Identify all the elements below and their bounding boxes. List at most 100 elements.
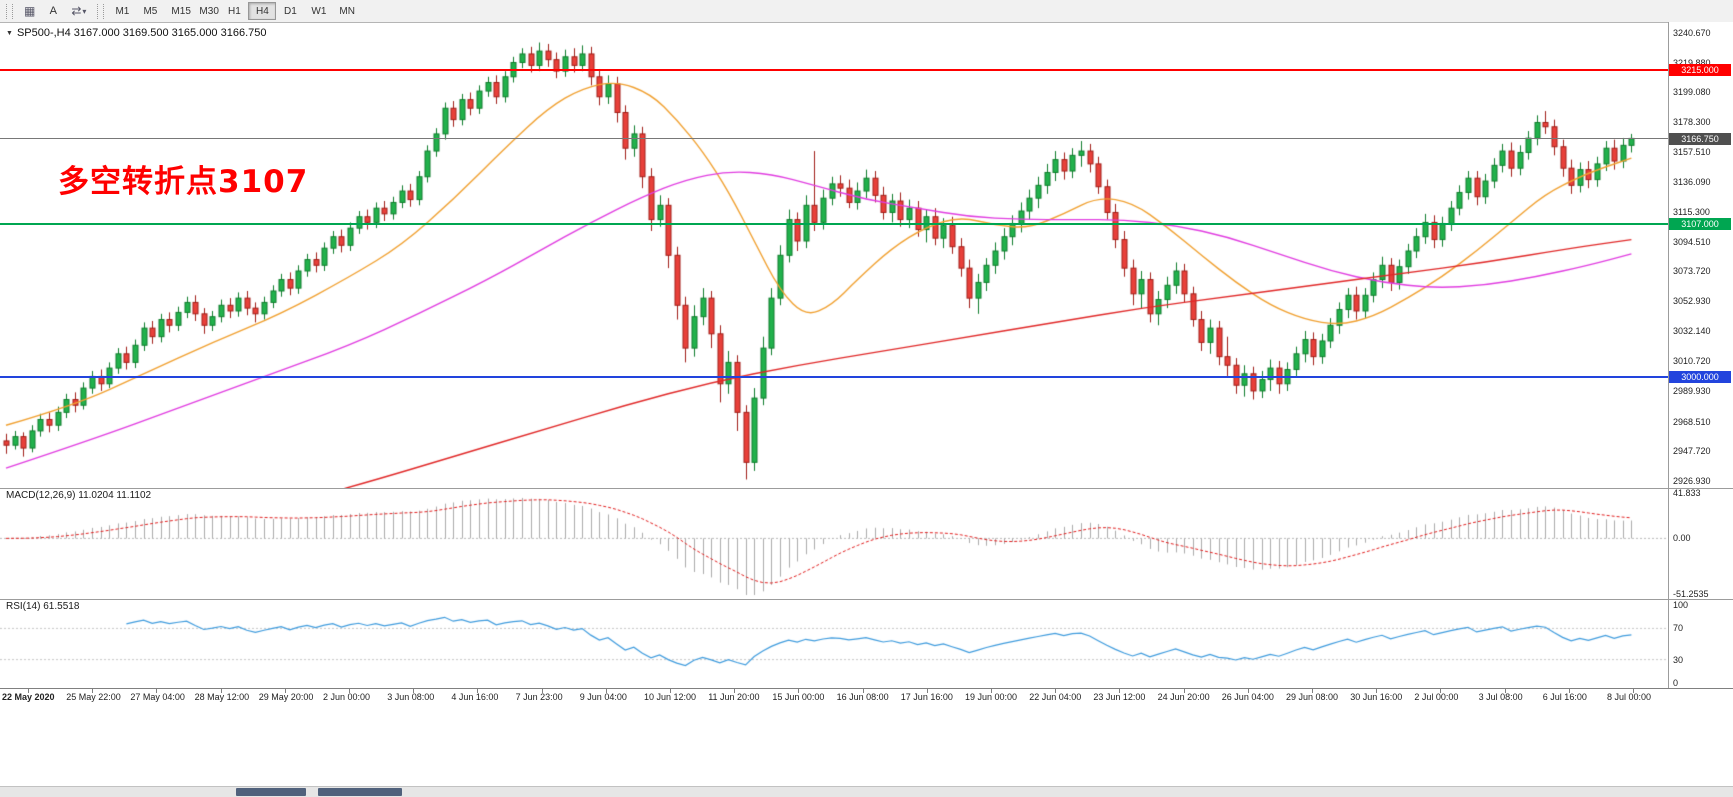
price-axis-label: 3199.080 — [1673, 87, 1711, 98]
time-axis-label: 17 Jun 16:00 — [900, 692, 953, 702]
time-axis-label: 6 Jul 16:00 — [1542, 692, 1587, 702]
level-price-tag-3166.750: 3166.750 — [1669, 132, 1731, 145]
time-axis-label: 3 Jun 08:00 — [387, 692, 435, 702]
price-axis-label: 3240.670 — [1673, 28, 1711, 38]
time-axis-label: 16 Jun 08:00 — [836, 692, 889, 702]
price-axis-label: 3115.300 — [1673, 207, 1710, 218]
timeframe-buttons: M1 M5 M15 M30 H1 H4 D1 W1 MN — [108, 2, 360, 20]
text-tool-label: A — [49, 5, 58, 17]
time-axis-tick — [28, 689, 29, 693]
level-line-3215.000[interactable] — [0, 68, 1668, 71]
charts-grid-button[interactable]: ▦ — [17, 2, 42, 20]
time-axis-tick — [1440, 689, 1442, 693]
time-axis-label: 23 Jun 12:00 — [1093, 692, 1146, 702]
text-tool-button[interactable]: A — [42, 2, 64, 20]
timeframe-h4-button[interactable]: H4 — [248, 2, 277, 20]
time-axis-tick — [92, 689, 94, 693]
panel-separator-rsi[interactable] — [0, 599, 1733, 600]
rsi-panel-canvas — [0, 599, 1668, 688]
timeframe-m30-button[interactable]: M30 — [192, 2, 220, 20]
level-price-tag-3215.000: 3215.000 — [1669, 63, 1731, 76]
price-axis-label: 3010.720 — [1673, 356, 1711, 367]
panel-separator-macd[interactable] — [0, 488, 1733, 489]
toolbar-grip-2[interactable] — [97, 3, 105, 19]
symbol-ohlc-text: SP500-,H4 3167.000 3169.500 3165.000 316… — [16, 27, 267, 39]
bottom-strip — [0, 786, 1733, 797]
time-axis-tick — [349, 689, 350, 693]
bar-shift-button[interactable]: ⇄ ▾ — [64, 2, 93, 20]
time-axis-label: 22 Jun 04:00 — [1029, 692, 1082, 702]
level-price-tag-3000.000: 3000.000 — [1669, 370, 1731, 383]
time-axis-tick — [413, 689, 415, 693]
bottom-tab-1[interactable] — [236, 788, 306, 796]
symbol-ohlc-line: ▼ SP500-,H4 3167.000 3169.500 3165.000 3… — [6, 27, 267, 39]
time-axis-tick — [284, 689, 286, 693]
level-line-3000.000[interactable] — [0, 375, 1668, 378]
macd-panel-canvas — [0, 488, 1668, 599]
price-axis-label: 2947.720 — [1673, 446, 1711, 457]
macd-axis-label: 41.833 — [1673, 488, 1701, 498]
time-axis-border — [0, 688, 1733, 689]
time-axis-label: 4 Jun 16:00 — [451, 692, 499, 702]
time-axis-label: 28 May 12:00 — [194, 692, 250, 702]
time-axis-tick — [1376, 689, 1378, 693]
price-chart-canvas[interactable] — [0, 22, 1668, 488]
timeframe-m5-button[interactable]: M5 — [136, 2, 164, 20]
macd-axis-label: 0.00 — [1673, 533, 1691, 544]
time-axis-tick — [670, 689, 671, 693]
price-axis-label: 3094.510 — [1673, 236, 1711, 247]
time-axis-tick — [862, 689, 864, 693]
level-price-tag-3107.000: 3107.000 — [1669, 217, 1731, 230]
timeframe-m1-button[interactable]: M1 — [108, 2, 136, 20]
timeframe-mn-button[interactable]: MN — [332, 2, 360, 20]
level-line-3166.750[interactable] — [0, 138, 1668, 140]
level-line-3107.000[interactable] — [0, 222, 1668, 225]
bar-shift-icon: ⇄ — [71, 4, 82, 18]
time-axis-label: 29 May 20:00 — [258, 692, 314, 702]
chart-annotation[interactable]: 多空转折点3107 — [58, 164, 309, 200]
time-axis-label: 7 Jun 23:00 — [515, 692, 563, 702]
timeframe-h1-button[interactable]: H1 — [220, 2, 248, 20]
timeframe-w1-button[interactable]: W1 — [304, 2, 332, 20]
toolbar-grip[interactable] — [6, 3, 13, 19]
time-axis-tick — [1312, 689, 1313, 693]
bottom-tab-2[interactable] — [318, 788, 402, 796]
price-axis-label: 3052.930 — [1673, 296, 1711, 307]
time-axis-tick — [1119, 689, 1121, 693]
time-axis-tick — [798, 689, 800, 693]
time-axis-label: 25 May 22:00 — [66, 692, 121, 702]
time-axis-tick — [541, 689, 543, 693]
time-axis-label: 24 Jun 20:00 — [1157, 692, 1210, 702]
time-axis-label: 2 Jul 00:00 — [1414, 692, 1459, 702]
time-axis-label: 2 Jun 00:00 — [323, 692, 371, 702]
time-axis-tick — [220, 689, 222, 693]
timeframe-d1-button[interactable]: D1 — [276, 2, 304, 20]
time-axis-tick — [1055, 689, 1057, 693]
price-axis-label: 3219.880 — [1673, 58, 1731, 68]
time-axis-tick — [1568, 689, 1570, 693]
price-axis-border — [1668, 22, 1669, 688]
price-axis-label: 3032.140 — [1673, 325, 1711, 336]
dropdown-triangle-icon: ▼ — [6, 29, 13, 37]
time-axis[interactable] — [0, 689, 1733, 706]
time-axis-label: 19 Jun 00:00 — [965, 692, 1018, 702]
time-axis-tick — [605, 689, 607, 693]
time-axis-label: 27 May 04:00 — [130, 692, 185, 702]
time-axis-tick — [156, 689, 158, 693]
macd-axis-label: -51.2535 — [1673, 589, 1709, 599]
price-axis-label: 3157.510 — [1673, 146, 1711, 157]
time-axis-tick — [926, 689, 928, 693]
time-axis-label: 3 Jul 08:00 — [1478, 692, 1523, 702]
price-axis-label: 3136.090 — [1673, 177, 1711, 188]
price-axis-label: 2926.930 — [1673, 476, 1711, 486]
time-axis-label: 26 Jun 04:00 — [1221, 692, 1274, 702]
price-axis-label: 3178.300 — [1673, 117, 1711, 128]
rsi-axis-label: 30 — [1673, 654, 1684, 665]
time-axis-tick — [1183, 689, 1185, 693]
time-axis-label: 11 Jun 20:00 — [708, 692, 760, 702]
toolbar: ▦ A ⇄ ▾ M1 M5 M15 M30 H1 H4 D1 W1 MN — [0, 0, 1733, 23]
rsi-axis-label: 100 — [1673, 600, 1689, 610]
time-axis-label: 22 May 2020 — [2, 692, 55, 702]
timeframe-m15-button[interactable]: M15 — [164, 2, 192, 20]
